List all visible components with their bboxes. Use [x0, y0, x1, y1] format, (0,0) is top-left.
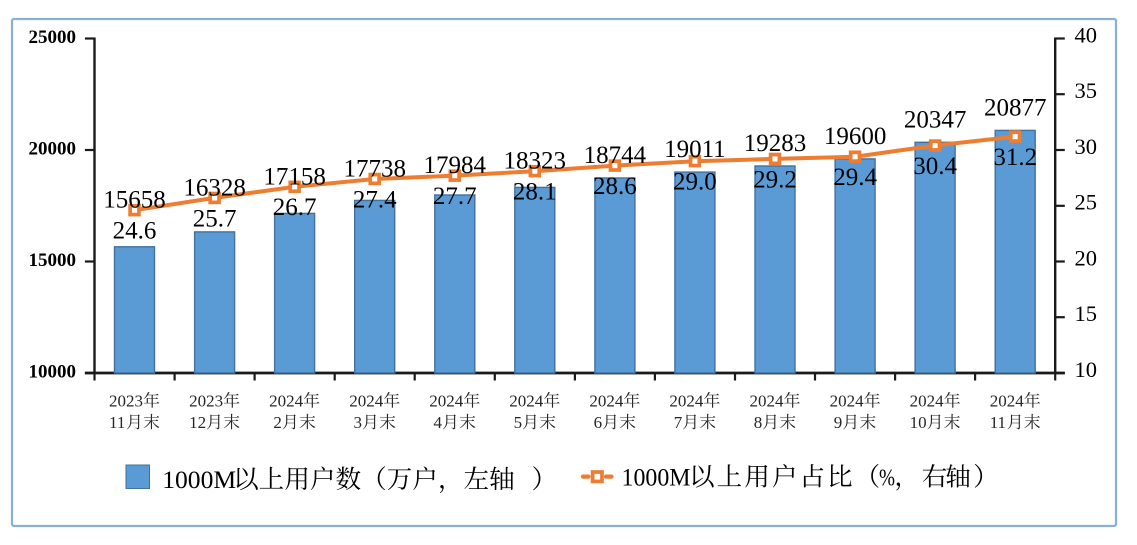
svg-text:29.2: 29.2: [753, 166, 797, 193]
svg-text:19600: 19600: [824, 123, 887, 150]
svg-text:20877: 20877: [984, 94, 1047, 121]
svg-text:2: 2: [273, 413, 282, 432]
svg-text:19011: 19011: [664, 136, 726, 163]
svg-text:25000: 25000: [29, 27, 77, 48]
svg-text:17158: 17158: [263, 163, 326, 190]
svg-text:15658: 15658: [103, 187, 166, 214]
svg-text:%: %: [879, 466, 895, 492]
svg-text:2023: 2023: [189, 392, 223, 411]
svg-text:2024: 2024: [509, 392, 544, 411]
svg-text:6: 6: [594, 413, 603, 432]
svg-text:2024: 2024: [669, 392, 704, 411]
svg-text:26.7: 26.7: [273, 194, 317, 221]
svg-text:18323: 18323: [504, 148, 567, 175]
svg-text:7: 7: [674, 413, 683, 432]
svg-text:25: 25: [1075, 190, 1098, 215]
svg-text:17738: 17738: [343, 156, 406, 183]
svg-text:3: 3: [354, 413, 363, 432]
svg-text:2024: 2024: [429, 392, 464, 411]
svg-text:27.4: 27.4: [353, 186, 397, 213]
svg-text:2024: 2024: [349, 392, 384, 411]
svg-text:1000M: 1000M: [622, 463, 691, 492]
svg-text:28.6: 28.6: [593, 173, 637, 200]
svg-text:2024: 2024: [750, 392, 785, 411]
svg-text:25.7: 25.7: [193, 205, 237, 232]
svg-text:28.1: 28.1: [513, 179, 557, 206]
svg-text:20000: 20000: [29, 139, 77, 160]
svg-text:31.2: 31.2: [993, 144, 1037, 171]
svg-text:35: 35: [1075, 78, 1098, 103]
svg-text:15000: 15000: [29, 250, 77, 271]
svg-text:10: 10: [910, 413, 927, 432]
svg-text:20347: 20347: [904, 106, 967, 133]
svg-text:1000M: 1000M: [162, 465, 236, 494]
svg-text:4: 4: [434, 413, 443, 432]
svg-text:18744: 18744: [584, 142, 647, 169]
svg-text:29.4: 29.4: [833, 164, 877, 191]
svg-text:29.0: 29.0: [673, 169, 717, 196]
svg-text:2024: 2024: [830, 392, 865, 411]
svg-text:2024: 2024: [269, 392, 304, 411]
svg-text:40: 40: [1075, 22, 1098, 47]
svg-text:12: 12: [189, 413, 206, 432]
svg-text:2024: 2024: [910, 392, 945, 411]
svg-text:2024: 2024: [589, 392, 624, 411]
svg-text:17984: 17984: [424, 152, 487, 179]
svg-text:30: 30: [1075, 134, 1098, 159]
svg-text:10000: 10000: [29, 362, 77, 383]
svg-text:11: 11: [990, 413, 1006, 432]
svg-text:5: 5: [514, 413, 523, 432]
svg-text:9: 9: [834, 413, 843, 432]
svg-text:19283: 19283: [744, 130, 807, 157]
svg-text:8: 8: [754, 413, 763, 432]
svg-text:2024: 2024: [990, 392, 1024, 411]
svg-text:27.7: 27.7: [433, 183, 477, 210]
svg-text:30.4: 30.4: [913, 153, 957, 180]
svg-text:20: 20: [1075, 245, 1098, 270]
svg-text:10: 10: [1075, 357, 1098, 382]
svg-text:24.6: 24.6: [113, 218, 157, 245]
svg-text:16328: 16328: [183, 174, 246, 201]
svg-text:2023: 2023: [109, 392, 143, 411]
svg-text:15: 15: [1075, 301, 1098, 326]
svg-text:11: 11: [109, 413, 125, 432]
